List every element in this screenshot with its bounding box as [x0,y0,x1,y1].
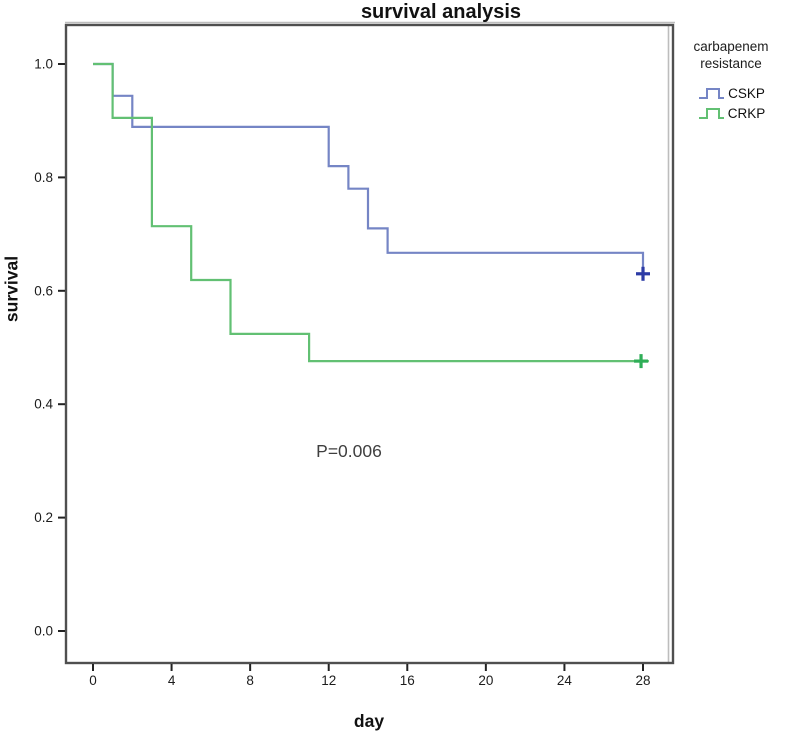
legend-title-line2: resistance [700,56,762,71]
legend-entry-crkp: CRKP [677,103,785,123]
y-tick-label: 0.8 [34,170,53,185]
chart-title: survival analysis [360,1,522,23]
x-tick-label: 0 [89,673,97,688]
step-line-icon [699,88,725,99]
survival-curve-crkp [93,62,649,363]
y-tick-label: 0.2 [34,510,53,525]
y-tick-label: 0.6 [34,283,53,298]
x-tick-label: 24 [557,673,573,688]
legend-label-crkp: CRKP [727,105,766,121]
legend-entries: CSKP CRKP [677,83,785,123]
legend-label-cskp: CSKP [728,85,765,101]
x-tick-label: 16 [400,673,415,688]
p-value-annotation: P=0.006 [316,441,382,461]
x-tick-label: 8 [246,673,254,688]
survival-curve-cskp [93,62,645,274]
y-tick-label: 0.0 [34,624,53,639]
legend-title-line1: carbapenem [693,39,769,54]
y-tick-label: 0.4 [34,397,53,412]
x-tick-label: 28 [635,673,650,688]
x-tick-label: 4 [168,673,176,688]
legend-entry-cskp: CSKP [677,83,785,103]
x-tick-label: 20 [478,673,493,688]
x-axis-title: day [353,711,385,731]
y-axis-title: survival [1,255,22,323]
x-tick-label: 12 [321,673,336,688]
y-tick-label: 1.0 [34,57,53,72]
legend: carbapenem resistance CSKP CRKP [677,38,785,123]
step-line-icon [698,108,724,119]
plot-border [64,23,675,665]
